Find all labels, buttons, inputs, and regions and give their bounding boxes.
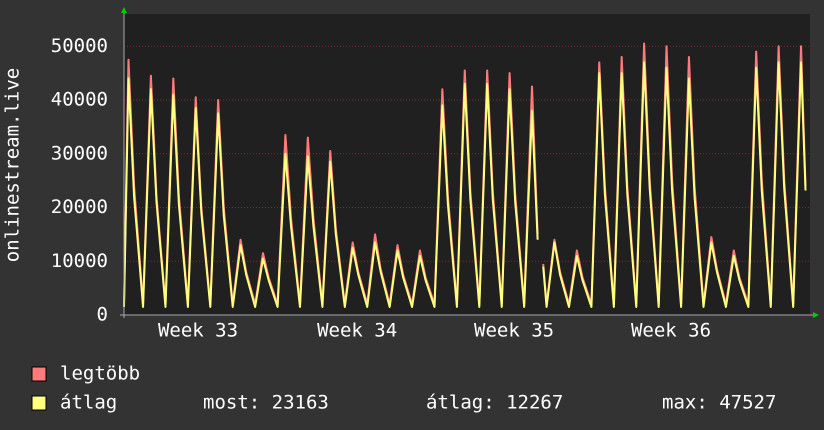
series-line xyxy=(123,61,807,308)
legend-label: legtöbb xyxy=(60,363,140,385)
legend-swatch xyxy=(31,395,47,411)
y-tick-label: 30000 xyxy=(51,142,108,164)
x-tick-label: Week 35 xyxy=(474,320,554,342)
x-tick-label: Week 34 xyxy=(317,320,397,342)
legend-label: átlag xyxy=(60,392,117,414)
x-tick-label: Week 36 xyxy=(631,320,711,342)
legend-stat: most: 23163 xyxy=(203,392,329,414)
y-tick-label: 50000 xyxy=(51,35,108,57)
x-tick-label: Week 33 xyxy=(158,320,238,342)
axis-arrow xyxy=(813,312,819,318)
legend-swatch xyxy=(31,366,47,382)
y-tick-label: 0 xyxy=(97,304,108,326)
y-tick-label: 10000 xyxy=(51,250,108,272)
lines xyxy=(123,42,807,308)
y-axis-label: onlinestream.live xyxy=(2,68,24,262)
legend-stat: átlag: 12267 xyxy=(426,392,563,414)
y-tick-label: 20000 xyxy=(51,196,108,218)
legend: legtöbb átlag most: 23163 átlag: 12267 max: … xyxy=(31,363,776,414)
axis-arrow xyxy=(121,7,127,13)
legend-stat: max: 47527 xyxy=(662,392,776,414)
y-tick-label: 40000 xyxy=(51,89,108,111)
